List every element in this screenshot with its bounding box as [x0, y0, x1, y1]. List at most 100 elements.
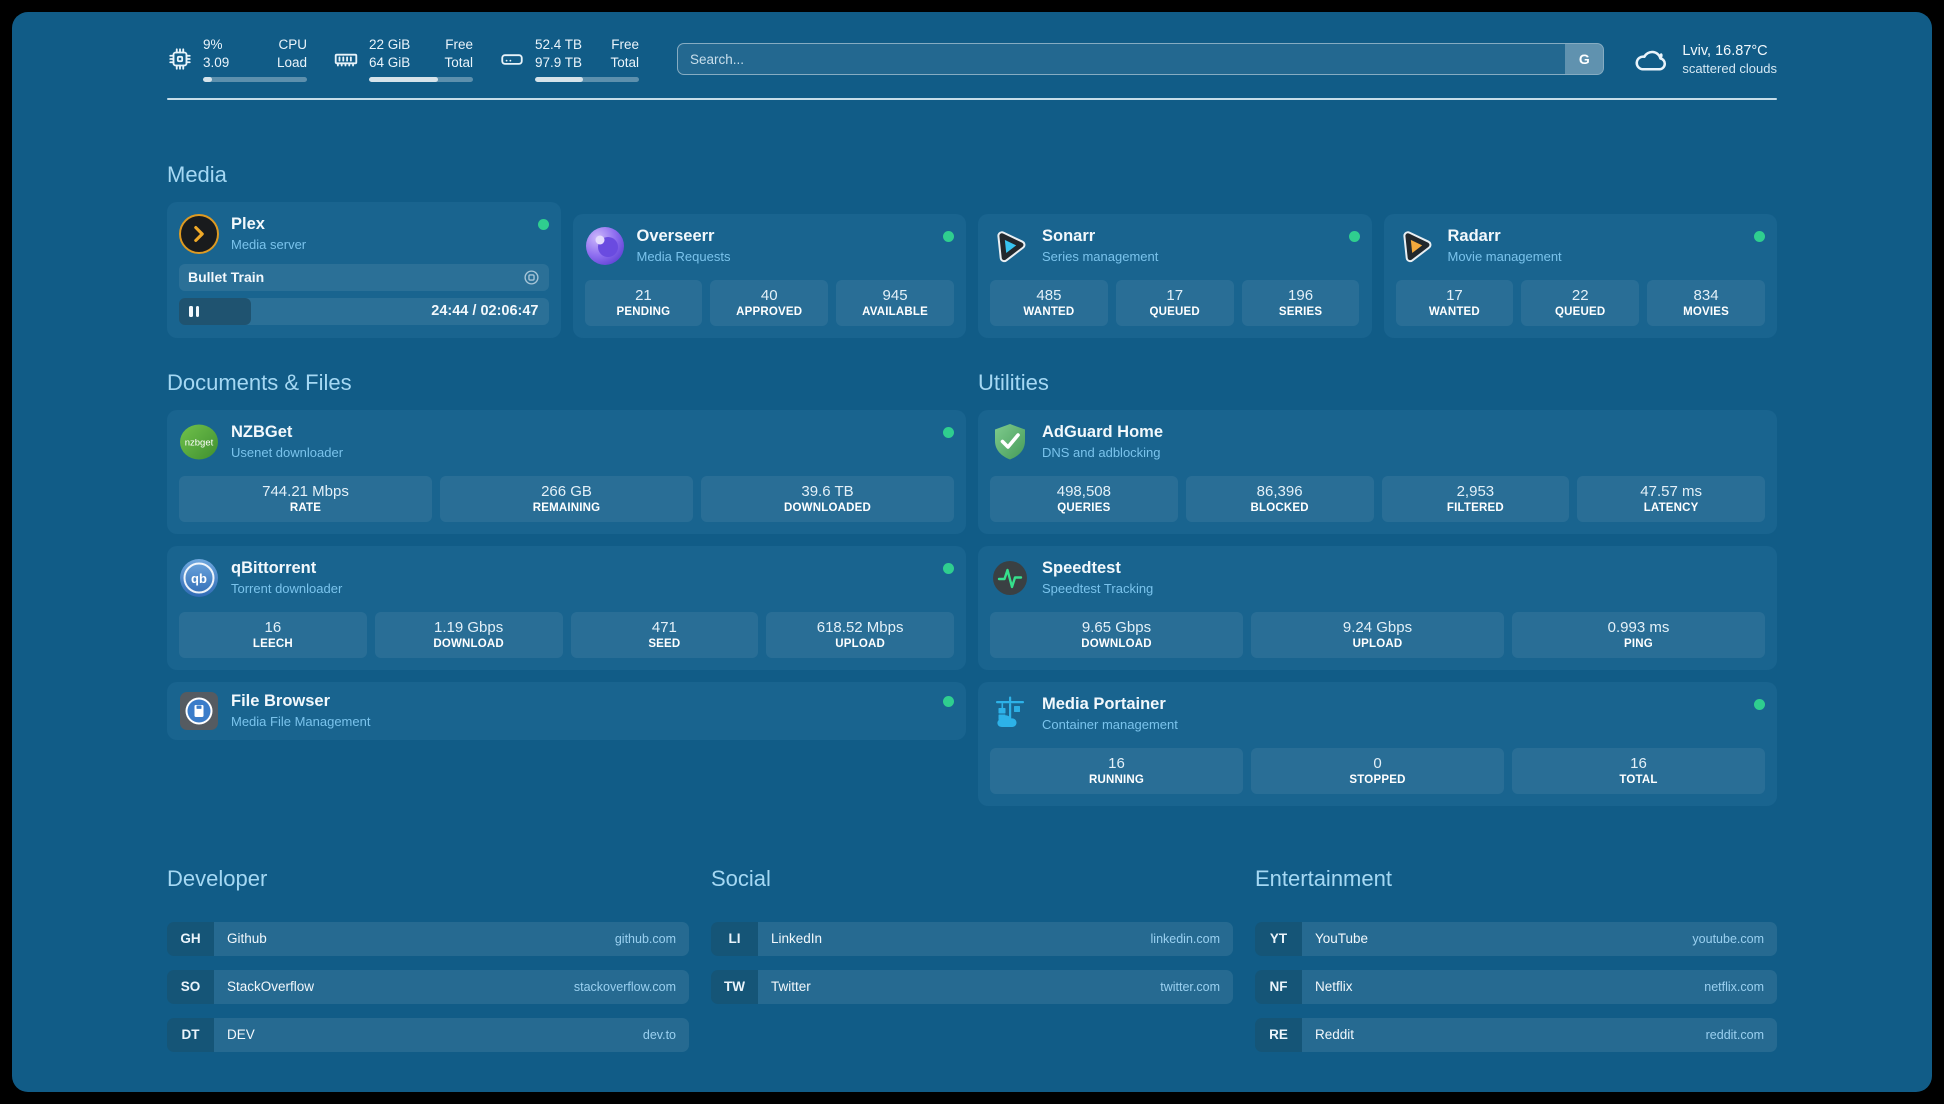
stat-tile: 618.52 Mbps UPLOAD — [766, 611, 954, 658]
stat-tile: 9.65 Gbps DOWNLOAD — [990, 611, 1243, 658]
bookmark-abbr: YT — [1255, 921, 1302, 956]
ram-total-value: 64 GiB — [369, 54, 411, 70]
bookmark-group-entertainment: Entertainment YT YouTube youtube.com NF N… — [1255, 806, 1777, 1066]
plex-logo-icon — [179, 213, 219, 254]
bookmark-github[interactable]: GH Github github.com — [167, 921, 689, 956]
service-name: Overseerr — [636, 227, 715, 246]
cloud-icon — [1635, 51, 1667, 71]
stat-tile: 266 GB REMAINING — [440, 475, 693, 522]
service-card-portainer[interactable]: Media Portainer Container management 16 R… — [978, 681, 1777, 806]
dashboard: 9% CPU 3.09 Load 22 GiB Free 64 GiB Total — [12, 12, 1932, 1092]
stat-tile: 196 SERIES — [1241, 279, 1360, 326]
stat-tile: 945 AVAILABLE — [836, 279, 954, 326]
utilities-column: Utilities AdGuard Home DNS and adblockin… — [978, 338, 1777, 806]
bookmark-url: dev.to — [642, 1027, 676, 1042]
service-card-filebrowser[interactable]: File Browser Media File Management — [167, 681, 966, 740]
status-dot — [943, 230, 954, 242]
disk-free-label: Free — [611, 37, 639, 52]
status-dot — [943, 426, 954, 438]
resource-stats: 9% CPU 3.09 Load 22 GiB Free 64 GiB Total — [167, 37, 639, 82]
service-name: AdGuard Home — [1042, 423, 1164, 442]
plex-now-playing: Bullet Train — [179, 263, 549, 291]
disk-resource: 52.4 TB Free 97.9 TB Total — [499, 37, 639, 82]
stat-tile: 9.24 Gbps UPLOAD — [1251, 611, 1504, 658]
service-card-sonarr[interactable]: Sonarr Series management 485 WANTED 17 QUE… — [978, 213, 1372, 338]
bookmark-group-title: Developer — [167, 865, 268, 891]
top-bar: 9% CPU 3.09 Load 22 GiB Free 64 GiB Total — [167, 12, 1777, 82]
stat-tile: 39.6 TB DOWNLOADED — [701, 475, 954, 522]
service-card-qbittorrent[interactable]: qb qBittorrent Torrent downloader 16 LEEC… — [167, 545, 966, 670]
bookmark-linkedin[interactable]: LI LinkedIn linkedin.com — [711, 921, 1233, 956]
stat-tile: 21 PENDING — [584, 279, 703, 326]
stat-tile: 22 QUEUED — [1521, 279, 1640, 326]
bookmark-group-developer: Developer GH Github github.com SO StackOv… — [167, 806, 689, 1066]
service-name: NZBGet — [231, 423, 293, 442]
weather-condition: scattered clouds — [1682, 60, 1777, 76]
bookmark-url: github.com — [614, 931, 676, 946]
service-description: DNS and adblocking — [1042, 445, 1161, 461]
disk-free-value: 52.4 TB — [535, 37, 583, 52]
service-description: Media Requests — [636, 249, 731, 265]
section-title-documents: Documents & Files — [167, 369, 352, 395]
bookmark-group-title: Social — [711, 865, 771, 891]
topbar-divider — [167, 97, 1777, 100]
service-card-adguard[interactable]: AdGuard Home DNS and adblocking 498,508 Q… — [978, 409, 1777, 534]
svg-text:qb: qb — [191, 571, 207, 586]
bookmark-stackoverflow[interactable]: SO StackOverflow stackoverflow.com — [167, 969, 689, 1004]
bookmark-url: netflix.com — [1704, 979, 1764, 994]
bookmark-abbr: GH — [167, 921, 214, 956]
filebrowser-logo-icon — [180, 691, 218, 730]
pause-icon — [189, 305, 199, 317]
service-description: Media server — [231, 237, 307, 253]
stat-tile: 485 WANTED — [990, 279, 1108, 326]
status-dot — [1348, 230, 1360, 242]
service-card-nzbget[interactable]: nzbget NZBGet Usenet downloader 744.21 M… — [167, 409, 966, 534]
ram-total-label: Total — [444, 54, 473, 70]
status-dot — [1754, 698, 1765, 710]
service-name: qBittorrent — [231, 559, 317, 578]
cpu-label: CPU — [278, 37, 307, 52]
service-card-plex[interactable]: Plex Media server Bullet Train 24:44 / 0… — [167, 201, 561, 338]
bookmark-dev[interactable]: DT DEV dev.to — [167, 1017, 689, 1052]
service-name: Sonarr — [1042, 227, 1096, 246]
stat-tile: 0.993 ms PING — [1512, 611, 1765, 658]
bookmark-abbr: NF — [1255, 969, 1302, 1004]
bookmark-netflix[interactable]: NF Netflix netflix.com — [1255, 969, 1777, 1004]
bookmark-url: reddit.com — [1705, 1027, 1764, 1042]
service-card-radarr[interactable]: Radarr Movie management 17 WANTED 22 QUEUE… — [1383, 213, 1777, 338]
bookmark-name: StackOverflow — [227, 979, 315, 995]
ram-free-value: 22 GiB — [369, 37, 411, 52]
service-description: Speedtest Tracking — [1042, 581, 1154, 597]
plex-progress-row: 24:44 / 02:06:47 — [179, 297, 549, 325]
bookmark-name: YouTube — [1315, 931, 1369, 947]
stat-tile: 834 MOVIES — [1647, 279, 1765, 326]
bookmark-name: LinkedIn — [771, 931, 823, 947]
service-name: Radarr — [1447, 227, 1501, 246]
media-type-icon — [523, 270, 539, 285]
stat-tile: 16 RUNNING — [990, 747, 1243, 794]
bookmark-youtube[interactable]: YT YouTube youtube.com — [1255, 921, 1777, 956]
cpu-value: 9% — [203, 37, 223, 52]
cpu-progressbar — [203, 76, 307, 82]
bookmark-name: Reddit — [1315, 1027, 1355, 1043]
weather-widget: Lviv, 16.87°C scattered clouds — [1632, 40, 1777, 78]
status-dot — [537, 218, 549, 230]
bookmark-group-title: Entertainment — [1255, 865, 1392, 891]
search-engine-button[interactable]: G — [1565, 44, 1604, 75]
stat-tile: 1.19 Gbps DOWNLOAD — [374, 611, 563, 658]
search-input[interactable] — [678, 44, 1566, 75]
bookmark-url: twitter.com — [1160, 979, 1220, 994]
stat-tile: 86,396 BLOCKED — [1185, 475, 1374, 522]
service-card-speedtest[interactable]: Speedtest Speedtest Tracking 9.65 Gbps DO… — [978, 545, 1777, 670]
service-card-overseerr[interactable]: Overseerr Media Requests 21 PENDING 40 APP… — [572, 213, 966, 338]
stat-tile: 16 TOTAL — [1512, 747, 1765, 794]
section-title-media: Media — [167, 161, 227, 187]
bookmark-reddit[interactable]: RE Reddit reddit.com — [1255, 1017, 1777, 1052]
service-description: Media File Management — [231, 714, 371, 730]
service-description: Movie management — [1447, 249, 1562, 265]
bookmark-twitter[interactable]: TW Twitter twitter.com — [711, 969, 1233, 1004]
bookmark-name: Netflix — [1315, 979, 1353, 995]
cpu-load-label: Load — [276, 54, 307, 70]
service-description: Series management — [1042, 249, 1159, 265]
bookmark-url: stackoverflow.com — [573, 979, 676, 994]
